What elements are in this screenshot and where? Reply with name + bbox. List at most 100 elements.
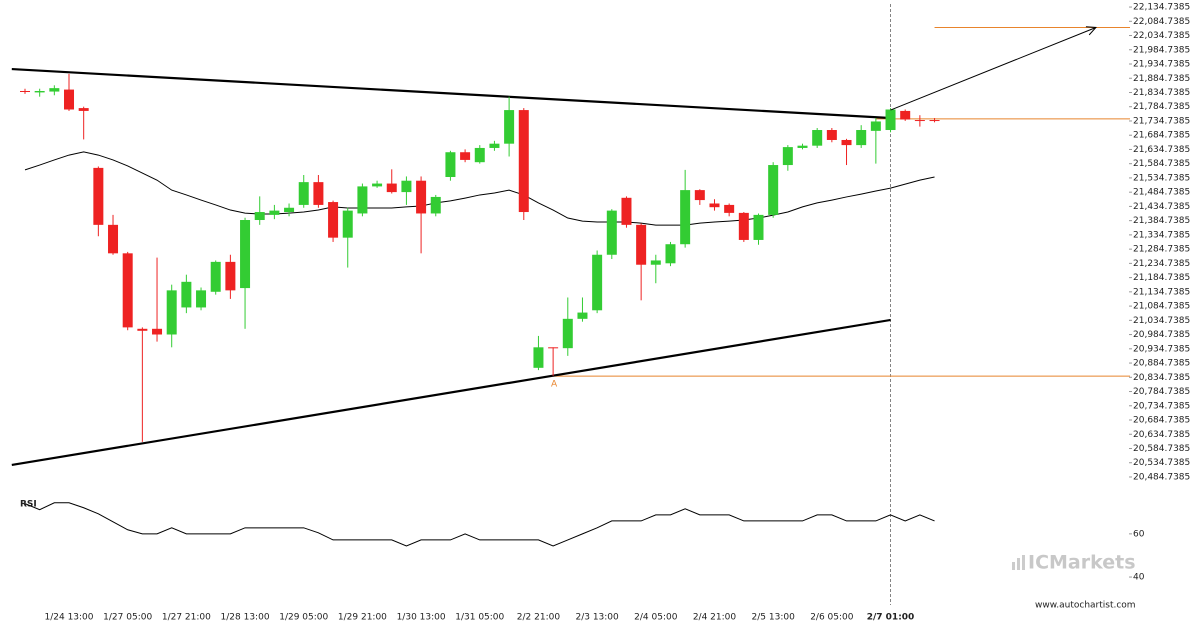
candle-body bbox=[152, 328, 163, 335]
candle-body bbox=[826, 130, 837, 140]
candle-body bbox=[606, 210, 617, 255]
x-tick-label: 1/28 13:00 bbox=[221, 613, 270, 623]
candle-body bbox=[34, 90, 45, 93]
candle-body bbox=[166, 290, 177, 335]
candle-body bbox=[196, 290, 207, 308]
y-tick-label: 20,984.7385 bbox=[1133, 330, 1190, 340]
candle-body bbox=[78, 108, 89, 111]
x-tick-label: 1/27 21:00 bbox=[162, 613, 211, 623]
y-tick-label: 21,234.7385 bbox=[1133, 259, 1190, 269]
y-tick-label: 21,134.7385 bbox=[1133, 287, 1190, 297]
y-tick-label: 21,934.7385 bbox=[1133, 60, 1190, 70]
y-tick-label: 21,584.7385 bbox=[1133, 159, 1190, 169]
y-tick-label: 22,084.7385 bbox=[1133, 17, 1190, 27]
y-tick-label: 20,884.7385 bbox=[1133, 359, 1190, 369]
watermark: ICMarkets bbox=[1028, 552, 1136, 574]
candle-body bbox=[284, 207, 295, 213]
x-tick-label: 1/30 13:00 bbox=[397, 613, 446, 623]
candle-body bbox=[782, 147, 793, 166]
y-tick-label: 21,334.7385 bbox=[1133, 230, 1190, 240]
candle-body bbox=[504, 110, 515, 144]
candle-body bbox=[709, 203, 720, 208]
candle-body bbox=[64, 89, 75, 110]
y-tick-label: 21,834.7385 bbox=[1133, 88, 1190, 98]
candle-body bbox=[386, 183, 397, 193]
y-tick-label: 21,534.7385 bbox=[1133, 173, 1190, 183]
rsi-tick-label: 60 bbox=[1133, 529, 1145, 539]
candle-body bbox=[841, 139, 852, 146]
candle-body bbox=[313, 182, 324, 205]
candle-body bbox=[518, 110, 529, 213]
source: www.autochartist.com bbox=[1035, 601, 1136, 611]
candle-body bbox=[812, 130, 823, 146]
rsi-line bbox=[24, 502, 935, 547]
x-tick-label: 1/29 05:00 bbox=[279, 613, 328, 623]
candle-body bbox=[445, 152, 456, 178]
candle-body bbox=[137, 328, 148, 331]
candle-body bbox=[665, 244, 676, 264]
candle-body bbox=[416, 180, 427, 214]
y-tick-label: 21,484.7385 bbox=[1133, 188, 1190, 198]
candle-body bbox=[401, 180, 412, 193]
candle-body bbox=[430, 196, 441, 214]
candle-body bbox=[562, 318, 573, 349]
candle-body bbox=[724, 204, 735, 213]
candle-body bbox=[460, 152, 471, 160]
y-tick-label: 20,634.7385 bbox=[1133, 430, 1190, 440]
candle-body bbox=[108, 224, 119, 254]
candle-body bbox=[357, 186, 368, 214]
candle-body bbox=[885, 109, 896, 131]
trendline bbox=[11, 67, 891, 120]
x-tick-label: 2/4 05:00 bbox=[634, 613, 678, 623]
y-tick-label: 20,834.7385 bbox=[1133, 373, 1190, 383]
forecast-arrow bbox=[890, 27, 1097, 111]
y-tick-label: 20,934.7385 bbox=[1133, 344, 1190, 354]
candle-body bbox=[240, 220, 251, 289]
x-tick-label: 2/3 13:00 bbox=[575, 613, 619, 623]
candle-body bbox=[93, 167, 104, 225]
y-tick-label: 20,484.7385 bbox=[1133, 472, 1190, 482]
candle-body bbox=[592, 254, 603, 311]
candle-body bbox=[49, 88, 60, 92]
level-label: A bbox=[551, 380, 558, 390]
y-tick-label: 21,734.7385 bbox=[1133, 116, 1190, 126]
candle-body bbox=[225, 261, 236, 291]
x-tick-label: 2/7 01:00 bbox=[867, 613, 915, 623]
x-tick-label: 2/5 13:00 bbox=[752, 613, 796, 623]
candle-body bbox=[914, 120, 925, 122]
x-tick-label: 2/4 21:00 bbox=[693, 613, 737, 623]
candle-body bbox=[900, 110, 911, 120]
x-tick-label: 2/6 05:00 bbox=[810, 613, 854, 623]
x-tick-label: 2/2 21:00 bbox=[517, 613, 561, 623]
candle-body bbox=[621, 197, 632, 225]
candle-body bbox=[797, 145, 808, 148]
y-tick-label: 21,184.7385 bbox=[1133, 273, 1190, 283]
candle-body bbox=[680, 190, 691, 245]
candle-body bbox=[328, 202, 339, 238]
y-tick-label: 21,684.7385 bbox=[1133, 131, 1190, 141]
rsi-tick-label: 40 bbox=[1133, 573, 1145, 583]
y-tick-label: 21,784.7385 bbox=[1133, 102, 1190, 112]
candle-body bbox=[768, 165, 779, 215]
candle-body bbox=[856, 130, 867, 146]
candle-body bbox=[650, 260, 661, 265]
candle-body bbox=[269, 210, 280, 215]
candle-body bbox=[342, 210, 353, 238]
y-tick-label: 21,634.7385 bbox=[1133, 145, 1190, 155]
candle-body bbox=[20, 90, 30, 92]
x-tick-label: 1/27 05:00 bbox=[103, 613, 152, 623]
logo-icon bbox=[1012, 555, 1025, 570]
y-tick-label: 22,134.7385 bbox=[1133, 3, 1190, 13]
forecast-arrowhead bbox=[1085, 26, 1097, 36]
candle-body bbox=[298, 182, 309, 205]
candle-body bbox=[753, 214, 764, 240]
candle-body bbox=[694, 190, 705, 201]
candle-body bbox=[636, 224, 647, 265]
candle-body bbox=[577, 312, 588, 319]
moving-average bbox=[24, 151, 935, 226]
x-tick-label: 1/24 13:00 bbox=[45, 613, 94, 623]
candle-body bbox=[533, 347, 544, 368]
candle-body bbox=[548, 347, 559, 349]
candle-body bbox=[489, 143, 500, 148]
